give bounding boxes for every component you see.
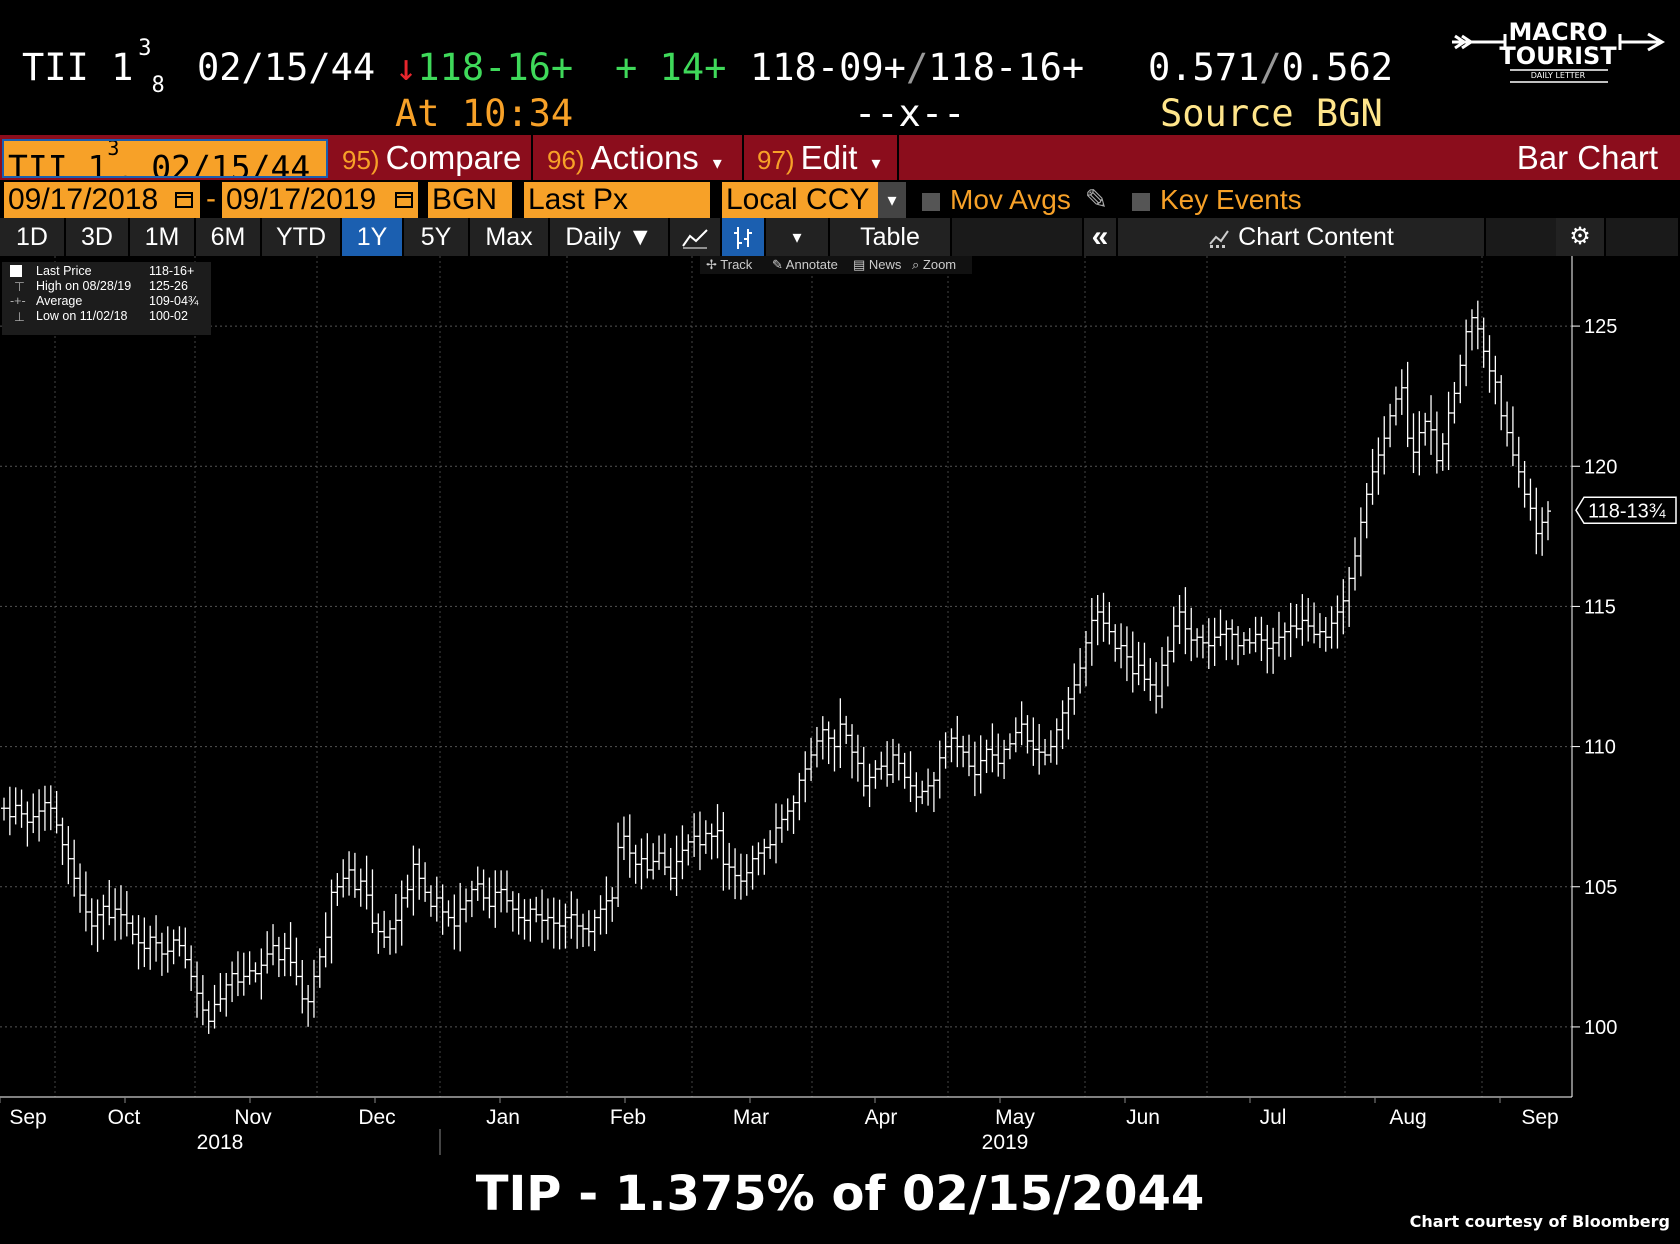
zoom-button[interactable]: ⌕ Zoom — [912, 256, 957, 274]
legend-avg-value: 109-04¾ — [149, 294, 199, 308]
x-tick-label: May — [995, 1106, 1035, 1129]
x-tick-label: Aug — [1389, 1106, 1426, 1129]
settings-gear-icon[interactable]: ⚙ — [1556, 218, 1606, 256]
chart-caption-title: TIP - 1.375% of 02/15/2044 — [475, 1166, 1205, 1222]
tab-spacer — [952, 218, 1084, 256]
calendar-icon[interactable] — [174, 189, 194, 209]
price-chart: 100 105 110 115 120 125 118-13¾ Sep Oct Nov Dec Ja… — [0, 256, 1680, 1166]
last-price-label: 118-13¾ — [1588, 500, 1666, 522]
tab-5y[interactable]: 5Y — [404, 218, 470, 256]
last-price: ↓118-16+ — [395, 46, 574, 89]
chart-grid — [0, 256, 1572, 1097]
legend-high-value: 125-26 — [149, 279, 188, 293]
down-arrow-icon: ↓ — [395, 46, 418, 89]
pricing-source-field[interactable]: BGN — [428, 182, 512, 218]
compare-button[interactable]: 95) Compare — [342, 139, 522, 176]
x-tick-label: Feb — [610, 1106, 646, 1129]
calendar-icon[interactable] — [394, 189, 414, 209]
tab-1d[interactable]: 1D — [0, 218, 66, 256]
chart-legend: Last Price 118-16+ ⊤ High on 08/28/19 12… — [2, 262, 211, 335]
date-separator: - — [206, 182, 216, 215]
quote-source: Source BGN — [1160, 92, 1383, 135]
svg-text:DAILY LETTER: DAILY LETTER — [1531, 71, 1586, 80]
yield-bid-ask: 0.571/0.562 — [1148, 46, 1394, 89]
tab-6m[interactable]: 6M — [196, 218, 262, 256]
currency-select[interactable]: Local CCY — [722, 182, 878, 218]
currency-dropdown-icon[interactable]: ▾ — [878, 182, 906, 218]
bid-ask: 118-09+/118-16+ — [750, 46, 1085, 89]
x-tick-label: Mar — [733, 1106, 769, 1129]
chart-credit: Chart courtesy of Bloomberg — [1409, 1212, 1670, 1231]
checkbox-icon[interactable] — [1132, 192, 1150, 211]
frequency-select[interactable]: Daily ▼ — [550, 218, 670, 256]
y-tick-label: 100 — [1584, 1017, 1617, 1039]
x-tick-label: Jan — [486, 1106, 520, 1129]
tab-3d[interactable]: 3D — [66, 218, 130, 256]
x-tick-label: Nov — [234, 1106, 272, 1129]
y-tick-label: 110 — [1584, 737, 1616, 759]
macro-tourist-logo: MACRO TOURIST DAILY LETTER — [1450, 12, 1680, 92]
x-tick-label: Sep — [1521, 1106, 1558, 1129]
mov-avgs-toggle[interactable]: Mov Avgs ✎ — [922, 183, 1108, 217]
quote-size: --x-- — [854, 92, 966, 135]
y-tick-label: 105 — [1584, 877, 1617, 899]
edit-button[interactable]: 97) Edit ▾ — [757, 139, 881, 176]
x-tick-label: Jul — [1260, 1106, 1287, 1129]
x-axis: Sep Oct Nov Dec Jan Feb Mar Apr May Jun Jul Aug Sep 2… — [0, 1096, 1572, 1155]
svg-text:TOURIST: TOURIST — [1499, 42, 1617, 70]
quote-ticker: TII 1 38 02/15/44 — [22, 35, 376, 99]
x-tick-label: Sep — [9, 1106, 46, 1129]
legend-high-label: High on 08/28/19 — [36, 279, 132, 293]
track-button[interactable]: ✢ Track — [706, 256, 753, 274]
chart-content-button[interactable]: Chart Content — [1118, 218, 1486, 256]
x-year-label: 2018 — [197, 1131, 244, 1154]
price-bars — [1, 300, 1551, 1034]
tab-1y[interactable]: 1Y — [342, 218, 404, 256]
line-chart-icon[interactable] — [670, 218, 722, 256]
tab-max[interactable]: Max — [470, 218, 550, 256]
legend-avg-label: Average — [36, 294, 83, 308]
y-tick-label: 120 — [1584, 456, 1617, 478]
net-change: + 14+ — [615, 46, 727, 89]
svg-text:MACRO: MACRO — [1509, 18, 1608, 46]
pencil-icon[interactable]: ✎ — [1084, 184, 1109, 215]
chart-content-icon — [1209, 230, 1229, 249]
y-tick-label: 125 — [1584, 316, 1617, 338]
last-price-marker: 118-13¾ — [1575, 496, 1677, 525]
table-button[interactable]: Table — [830, 218, 952, 256]
legend-last-label: Last Price — [36, 264, 92, 278]
quote-time: At 10:34 — [395, 92, 574, 135]
legend-low-value: 100-02 — [149, 309, 188, 323]
y-axis: 100 105 110 115 120 125 118-13¾ — [1571, 256, 1677, 1097]
legend-last-value: 118-16+ — [149, 264, 195, 278]
legend-low-label: Low on 11/02/18 — [36, 309, 128, 323]
security-input[interactable]: TII 138 02/15/44 G — [2, 139, 328, 178]
news-button[interactable]: ▤ News — [853, 256, 902, 274]
end-date-field[interactable]: 09/17/2019 — [222, 182, 418, 218]
y-tick-label: 115 — [1584, 596, 1616, 618]
actions-button[interactable]: 96) Actions ▾ — [547, 139, 722, 176]
annotate-button[interactable]: ✎ Annotate — [772, 256, 838, 274]
key-events-toggle[interactable]: Key Events — [1132, 183, 1302, 217]
x-tick-label: Apr — [865, 1106, 898, 1129]
bar-chart-icon[interactable] — [722, 218, 766, 256]
chart-type-label: Bar Chart — [1516, 139, 1658, 176]
collapse-icon[interactable]: « — [1084, 218, 1118, 256]
price-field-select[interactable]: Last Px — [524, 182, 710, 218]
x-tick-label: Jun — [1126, 1106, 1160, 1129]
x-tick-label: Dec — [358, 1106, 395, 1129]
legend-swatch — [10, 265, 22, 277]
x-tick-label: Oct — [108, 1106, 141, 1129]
checkbox-icon[interactable] — [922, 192, 940, 211]
chart-style-dropdown[interactable]: ▾ — [766, 218, 830, 256]
start-date-field[interactable]: 09/17/2018 — [4, 182, 200, 218]
logo-graphic: MACRO TOURIST DAILY LETTER — [1452, 18, 1666, 83]
tab-ytd[interactable]: YTD — [262, 218, 342, 256]
tab-1m[interactable]: 1M — [130, 218, 196, 256]
x-year-label: 2019 — [982, 1131, 1029, 1154]
